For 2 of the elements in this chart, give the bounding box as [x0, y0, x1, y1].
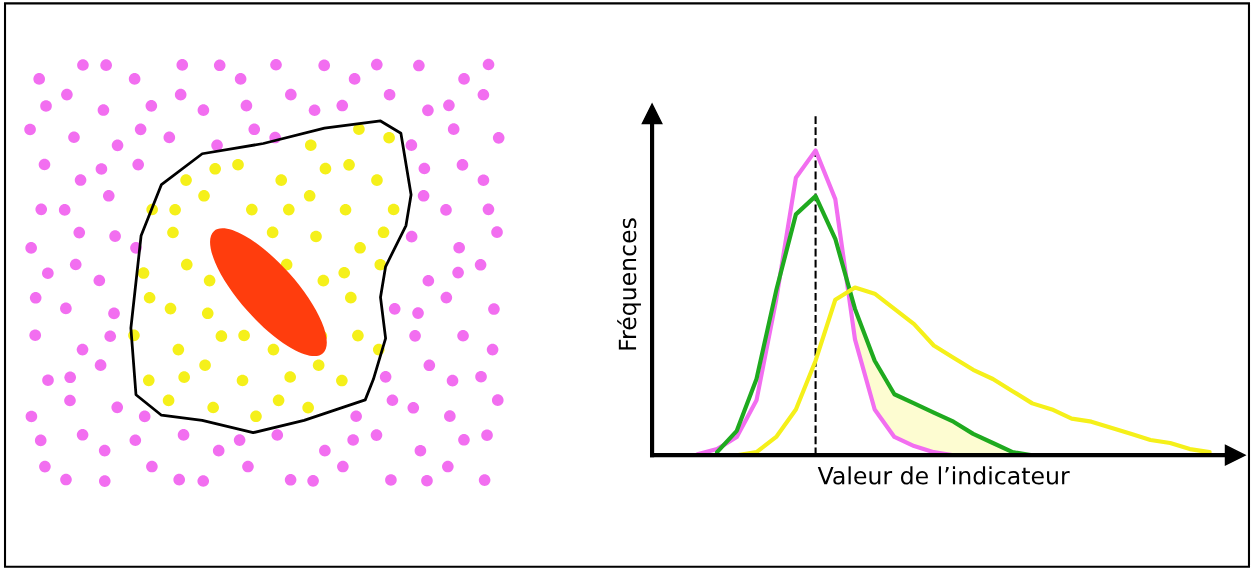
y-axis-title: Fréquences: [617, 218, 641, 350]
x-axis-title: Valeur de l’indicateur: [817, 466, 1070, 485]
